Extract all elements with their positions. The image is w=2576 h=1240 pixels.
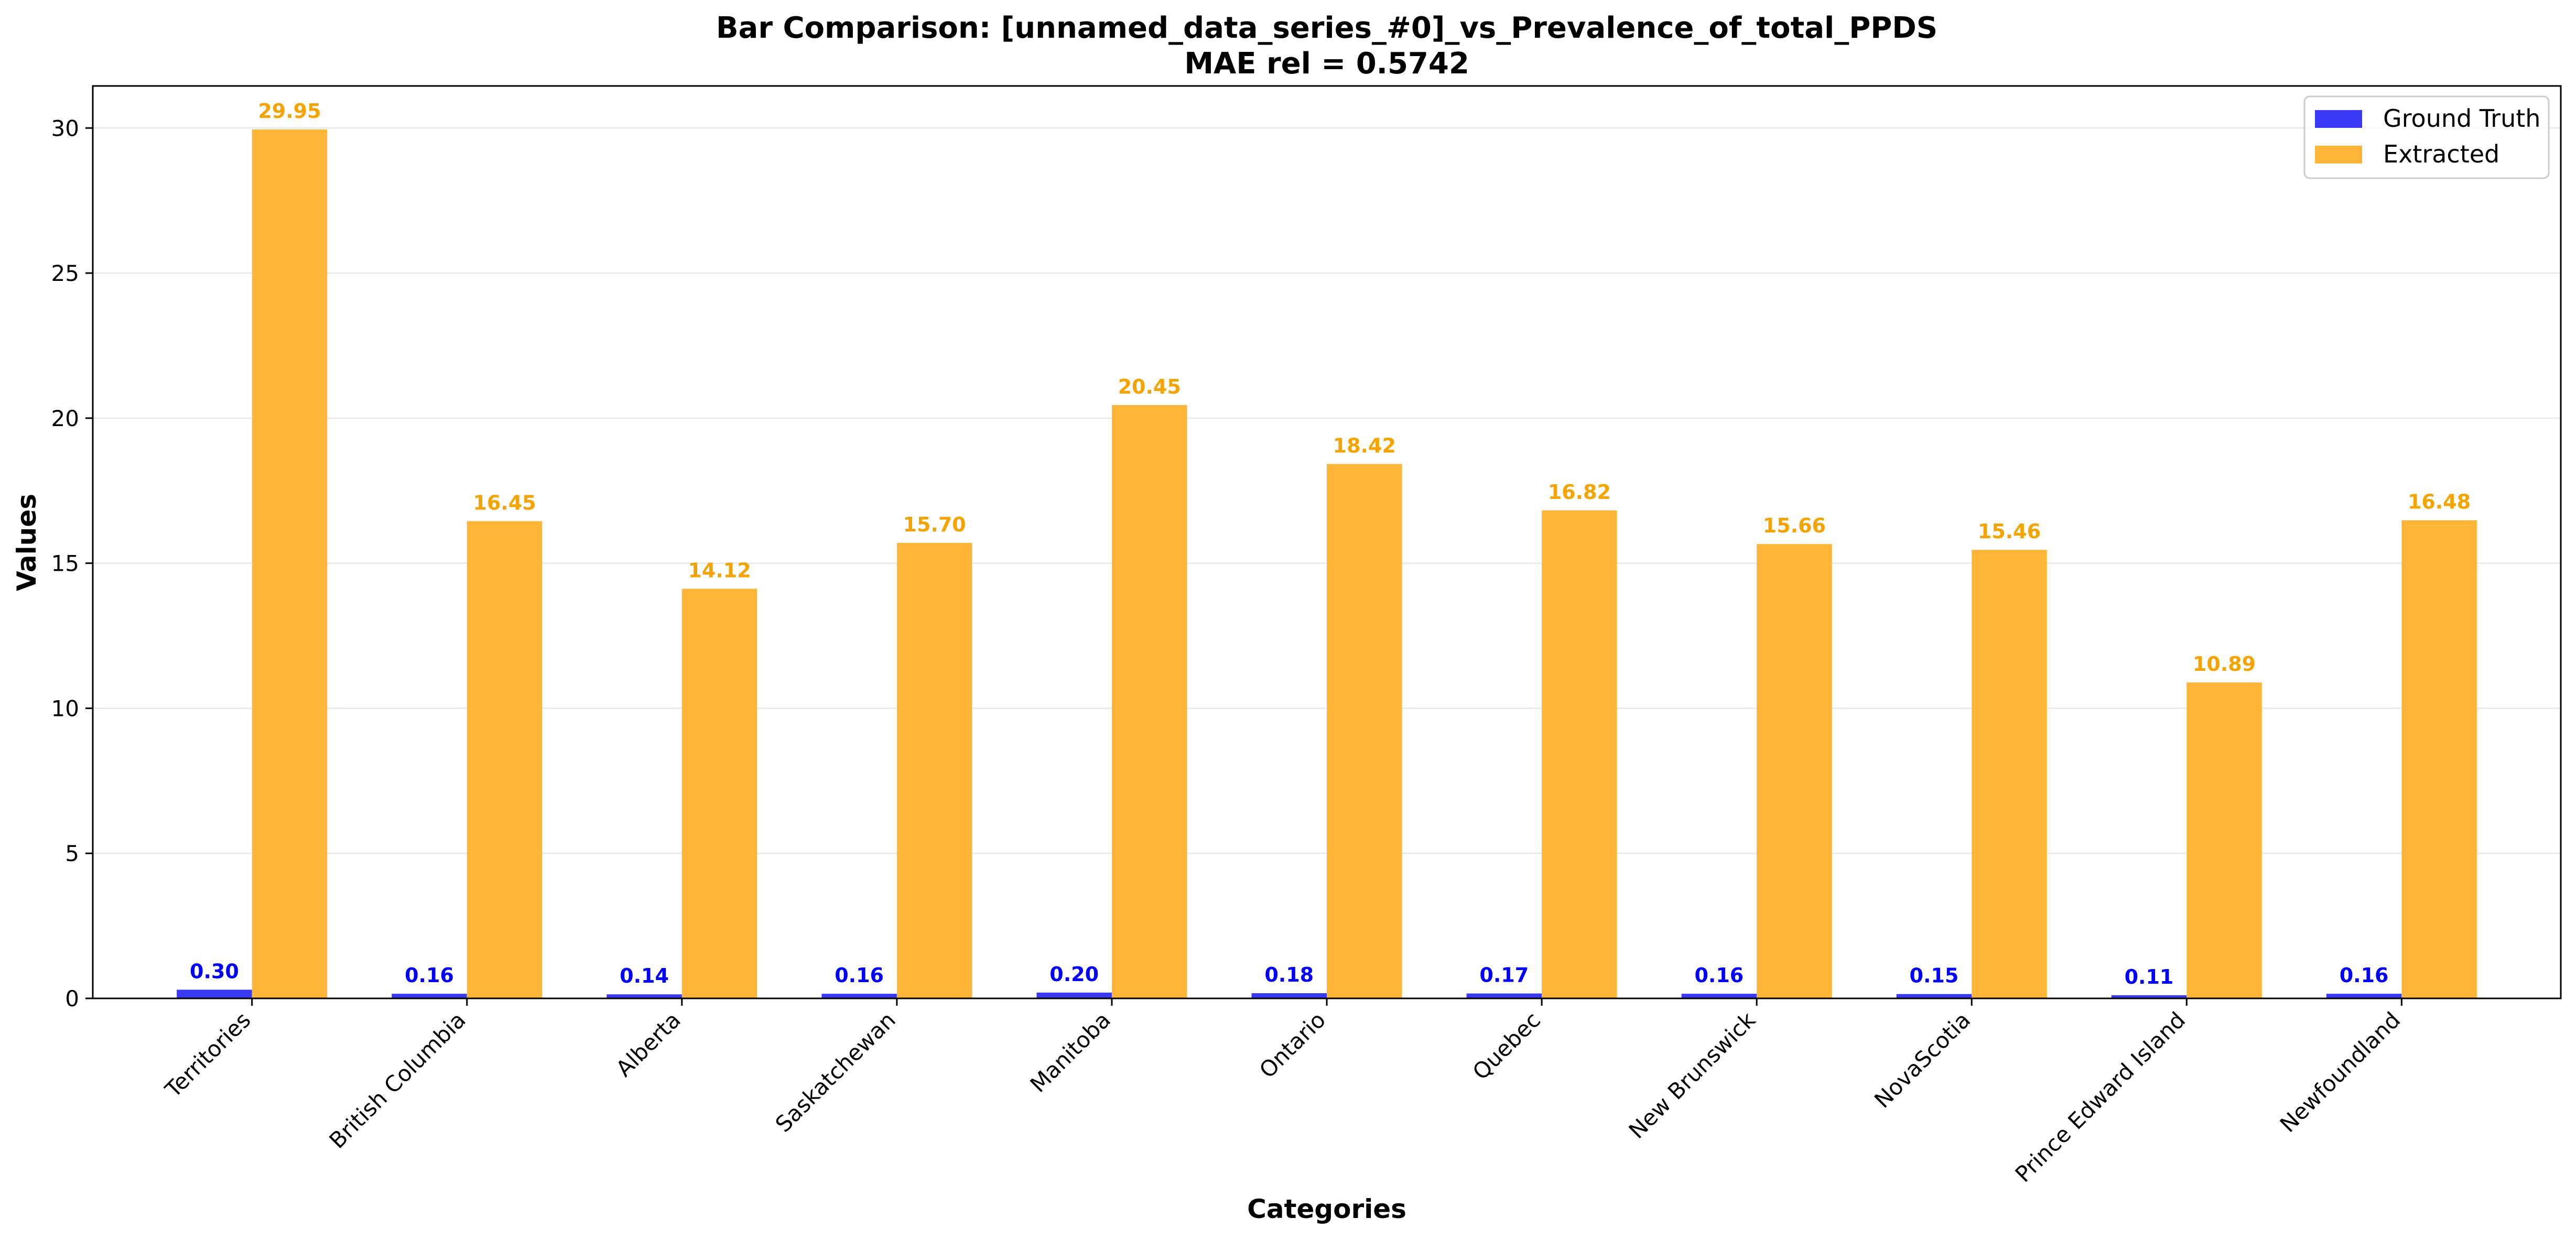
legend-label-ground-truth: Ground Truth bbox=[2383, 104, 2540, 133]
value-label-ground-truth-new-brunswick: 0.16 bbox=[1694, 964, 1744, 987]
bar-ground-truth-novascotia bbox=[1896, 994, 1972, 998]
bar-extracted-alberta bbox=[681, 589, 757, 998]
bar-extracted-newfoundland bbox=[2401, 520, 2477, 998]
value-label-ground-truth-newfoundland: 0.16 bbox=[2340, 964, 2389, 987]
bar-ground-truth-ontario bbox=[1251, 993, 1327, 998]
bar-extracted-new-brunswick bbox=[1757, 544, 1832, 998]
x-tick-label-newfoundland: Newfoundland bbox=[2275, 1007, 2406, 1137]
value-label-ground-truth-british-columbia: 0.16 bbox=[405, 964, 454, 987]
legend-label-extracted: Extracted bbox=[2383, 140, 2499, 168]
bar-ground-truth-new-brunswick bbox=[1681, 994, 1757, 998]
value-label-extracted-quebec: 16.82 bbox=[1548, 481, 1611, 504]
y-tick-label-15: 15 bbox=[51, 551, 79, 577]
value-label-extracted-prince-edward-island: 10.89 bbox=[2193, 652, 2256, 676]
x-tick-label-british-columbia: British Columbia bbox=[324, 1007, 470, 1153]
bar-ground-truth-manitoba bbox=[1036, 992, 1112, 998]
value-label-extracted-saskatchewan: 15.70 bbox=[903, 513, 966, 536]
bar-extracted-manitoba bbox=[1111, 405, 1187, 998]
x-tick-label-ontario: Ontario bbox=[1254, 1007, 1330, 1083]
value-label-ground-truth-saskatchewan: 0.16 bbox=[835, 964, 884, 987]
legend-box bbox=[2303, 95, 2550, 179]
bar-ground-truth-quebec bbox=[1466, 993, 1542, 998]
value-label-extracted-novascotia: 15.46 bbox=[1978, 520, 2041, 543]
x-axis: Territories British Columbia Alberta Saskat… bbox=[160, 998, 2406, 1187]
value-label-extracted-newfoundland: 16.48 bbox=[2408, 491, 2471, 514]
y-axis-label: Values bbox=[12, 494, 42, 591]
value-label-ground-truth-novascotia: 0.15 bbox=[1910, 964, 1959, 987]
value-label-extracted-territories: 29.95 bbox=[258, 100, 321, 123]
x-tick-label-alberta: Alberta bbox=[611, 1007, 685, 1081]
y-tick-label-0: 0 bbox=[65, 986, 79, 1011]
x-tick-label-territories: Territories bbox=[160, 1007, 256, 1103]
value-label-extracted-new-brunswick: 15.66 bbox=[1763, 514, 1826, 537]
bar-ground-truth-newfoundland bbox=[2326, 994, 2402, 998]
legend: Ground Truth Extracted bbox=[2303, 95, 2550, 179]
value-label-extracted-ontario: 18.42 bbox=[1333, 434, 1396, 457]
y-tick-label-25: 25 bbox=[51, 260, 79, 286]
x-tick-label-new-brunswick: New Brunswick bbox=[1624, 1007, 1761, 1144]
bar-extracted-british-columbia bbox=[467, 521, 543, 998]
value-label-ground-truth-ontario: 0.18 bbox=[1264, 963, 1314, 986]
bar-ground-truth-prince-edward-island bbox=[2111, 995, 2187, 998]
bar-ground-truth-alberta bbox=[607, 994, 682, 998]
value-label-ground-truth-manitoba: 0.20 bbox=[1049, 963, 1099, 986]
value-label-extracted-british-columbia: 16.45 bbox=[473, 491, 536, 514]
chart-subtitle: MAE rel = 0.5742 bbox=[1184, 47, 1469, 81]
x-tick-label-novascotia: NovaScotia bbox=[1869, 1007, 1975, 1113]
y-tick-label-30: 30 bbox=[51, 115, 79, 141]
legend-swatch-extracted bbox=[2315, 146, 2362, 164]
bar-extracted-territories bbox=[252, 129, 328, 998]
legend-swatch-ground-truth bbox=[2315, 110, 2362, 128]
y-tick-label-5: 5 bbox=[65, 841, 79, 866]
y-tick-label-10: 10 bbox=[51, 695, 79, 721]
bar-extracted-quebec bbox=[1542, 510, 1617, 998]
x-tick-label-saskatchewan: Saskatchewan bbox=[771, 1007, 901, 1137]
x-tick-label-manitoba: Manitoba bbox=[1025, 1007, 1116, 1097]
bars bbox=[177, 129, 2477, 998]
value-label-ground-truth-alberta: 0.14 bbox=[620, 964, 669, 987]
value-label-extracted-manitoba: 20.45 bbox=[1118, 375, 1181, 398]
bar-extracted-ontario bbox=[1327, 464, 1402, 998]
x-tick-label-prince-edward-island: Prince Edward Island bbox=[2010, 1007, 2191, 1187]
bar-extracted-prince-edward-island bbox=[2187, 682, 2262, 998]
bar-ground-truth-saskatchewan bbox=[821, 994, 897, 998]
bar-ground-truth-british-columbia bbox=[392, 994, 467, 998]
y-tick-label-20: 20 bbox=[51, 406, 79, 431]
value-label-ground-truth-territories: 0.30 bbox=[190, 960, 239, 983]
value-labels: 0.30 0.16 0.14 0.16 0.20 0.18 0.17 0.16 0.15 0.11… bbox=[190, 100, 2471, 988]
bar-extracted-saskatchewan bbox=[896, 542, 972, 998]
y-axis: 0 5 10 15 20 25 30 bbox=[51, 115, 93, 1011]
bar-extracted-novascotia bbox=[1972, 550, 2047, 998]
value-label-extracted-alberta: 14.12 bbox=[688, 559, 751, 582]
value-label-ground-truth-prince-edward-island: 0.11 bbox=[2125, 965, 2174, 988]
x-axis-label: Categories bbox=[1247, 1194, 1406, 1224]
value-label-ground-truth-quebec: 0.17 bbox=[1479, 964, 1529, 987]
x-tick-label-quebec: Quebec bbox=[1468, 1007, 1546, 1085]
chart-title: Bar Comparison: [unnamed_data_series_#0]… bbox=[716, 11, 1938, 45]
bar-ground-truth-territories bbox=[177, 989, 252, 998]
